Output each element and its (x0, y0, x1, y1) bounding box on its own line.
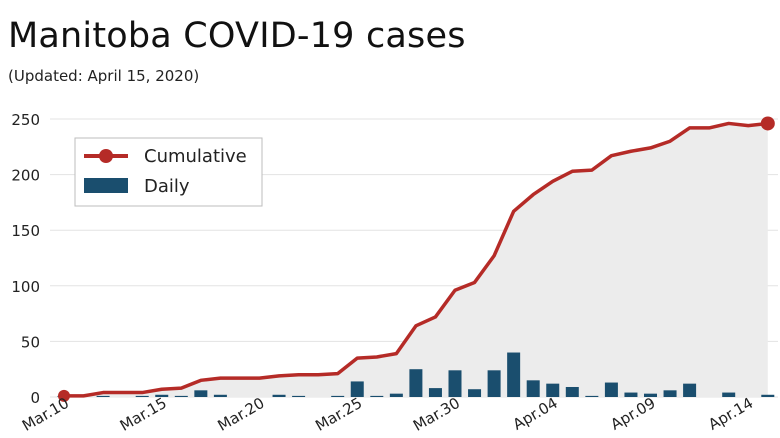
daily-bar-Apr.06 (585, 395, 599, 397)
chart-title: Manitoba COVID-19 cases (8, 16, 466, 56)
y-tick-label: 250 (11, 111, 40, 129)
daily-bar-Mar.18 (213, 394, 227, 397)
daily-bar-Mar.24 (331, 395, 345, 397)
cumulative-start-marker (58, 389, 70, 402)
daily-bar-Mar.21 (272, 394, 286, 397)
daily-bar-Apr.05 (565, 386, 579, 397)
x-axis-ticks: Mar.10 Mar.15 Mar.20 Mar.25 Mar.30 Apr.04 Apr.… (19, 394, 756, 435)
daily-bar-Apr.03 (526, 380, 540, 397)
legend-cumulative-label: Cumulative (144, 146, 247, 167)
daily-bar-Mar.15 (155, 394, 169, 397)
daily-bar-Mar.14 (135, 395, 149, 397)
daily-bars (57, 352, 775, 397)
legend: Cumulative Daily (74, 137, 263, 207)
daily-bar-Apr.04 (546, 383, 560, 397)
chart-subtitle: (Updated: April 15, 2020) (8, 67, 200, 85)
y-tick-label: 100 (11, 278, 40, 296)
y-axis-ticks: 0 50 100 150 200 250 (11, 111, 40, 407)
daily-bar-Mar.25 (350, 381, 364, 397)
daily-bar-Apr.08 (624, 392, 638, 397)
daily-bar-Apr.01 (487, 370, 501, 397)
cumulative-area-fill (64, 123, 768, 397)
daily-bar-Apr.10 (663, 390, 677, 397)
daily-bar-Mar.16 (174, 395, 188, 397)
daily-bar-Apr.02 (507, 352, 521, 397)
x-tick-label: Mar.20 (215, 394, 268, 435)
daily-bar-Apr.09 (644, 393, 657, 397)
x-tick-label: Apr.04 (510, 394, 561, 434)
x-tick-label: Mar.10 (19, 394, 72, 435)
y-tick-label: 150 (11, 222, 40, 240)
cumulative-area (64, 123, 768, 397)
daily-bar-Mar.27 (389, 393, 403, 397)
daily-bar-Apr.13 (722, 392, 736, 397)
cumulative-line (64, 121, 768, 398)
y-tick-label: 50 (21, 333, 40, 351)
daily-bar-Mar.28 (409, 369, 423, 397)
legend-daily-swatch (84, 178, 128, 193)
x-tick-label: Mar.25 (312, 394, 365, 435)
daily-bar-Mar.22 (292, 395, 306, 397)
daily-bar-Apr.07 (604, 382, 618, 397)
daily-bar-Mar.12 (96, 395, 110, 397)
x-tick-label: Apr.09 (608, 394, 659, 434)
daily-bar-Mar.17 (194, 390, 208, 397)
cumulative-line-group (58, 116, 775, 402)
daily-bar-Apr.11 (683, 383, 697, 397)
y-tick-label: 0 (30, 389, 40, 407)
x-tick-label: Mar.30 (410, 394, 463, 435)
legend-cumulative-marker (99, 149, 113, 163)
y-tick-label: 200 (11, 167, 40, 185)
daily-bar-Mar.30 (448, 370, 462, 397)
legend-daily-label: Daily (144, 176, 190, 197)
x-tick-label: Apr.14 (705, 394, 756, 434)
daily-bar-Mar.31 (468, 389, 482, 397)
daily-bar-Apr.15 (761, 394, 775, 397)
x-tick-label: Mar.15 (117, 394, 170, 435)
cumulative-end-marker (760, 116, 775, 131)
daily-bar-Mar.26 (370, 395, 384, 397)
daily-bar-Mar.29 (428, 388, 442, 397)
